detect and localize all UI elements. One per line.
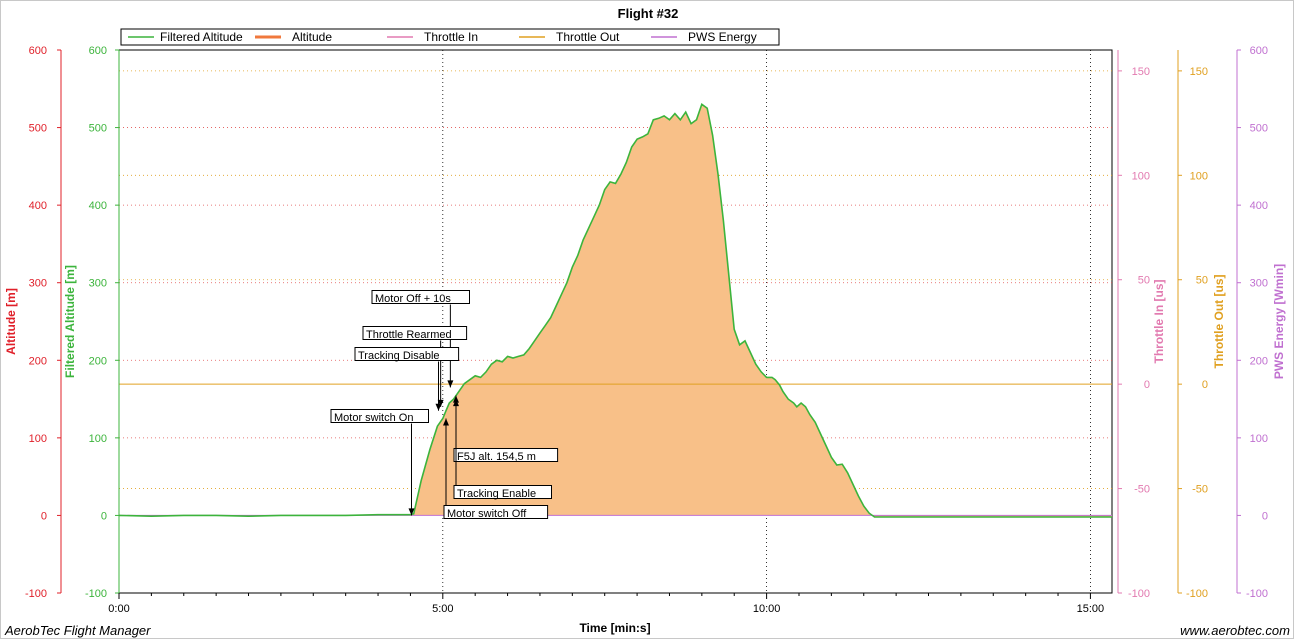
pws-energy-axis-tick-label: 200 xyxy=(1250,355,1268,367)
annotation-box-6 xyxy=(443,505,549,519)
altitude-axis-tick-label: 200 xyxy=(29,355,47,367)
annotation-arrow-2 xyxy=(435,403,442,411)
altitude-axis-label: Altitude [m] xyxy=(4,288,18,355)
throttle-out-axis-tick-label: -50 xyxy=(1192,484,1208,496)
annotation-box-4 xyxy=(453,448,559,462)
annotation-label-5: Tracking Enable xyxy=(457,488,536,500)
throttle-in-axis-tick-label: 50 xyxy=(1138,275,1150,287)
footer-app-name: AerobTec Flight Manager xyxy=(4,623,151,638)
filtered-altitude-axis-tick-label: 600 xyxy=(89,45,107,57)
altitude-axis-tick-label: -100 xyxy=(25,588,47,600)
legend-label-1: Altitude xyxy=(292,30,332,44)
annotation-arrow-5 xyxy=(453,399,459,407)
annotation-arrow-6 xyxy=(443,418,449,426)
x-tick-label: 0:00 xyxy=(108,603,129,615)
filtered-altitude-axis-tick-label: 0 xyxy=(101,510,107,522)
throttle-in-axis-tick-label: 100 xyxy=(1132,170,1150,182)
throttle-out-axis-tick-label: -100 xyxy=(1186,588,1208,600)
pws-energy-axis-label: PWS Energy [Wmin] xyxy=(1272,264,1286,379)
annotation-arrow-1 xyxy=(437,399,444,407)
annotation-box-5 xyxy=(453,485,552,499)
altitude-axis-tick-label: 100 xyxy=(29,433,47,445)
throttle-in-axis-tick-label: -50 xyxy=(1134,484,1150,496)
annotation-label-0: Motor Off + 10s xyxy=(375,293,451,305)
pws-energy-axis-tick-label: 600 xyxy=(1250,45,1268,57)
altitude-area xyxy=(119,104,1112,518)
throttle-out-axis-tick-label: 100 xyxy=(1190,170,1208,182)
pws-energy-axis-tick-label: 100 xyxy=(1250,433,1268,445)
altitude-axis-tick-label: 0 xyxy=(41,510,47,522)
annotation-label-3: Motor switch On xyxy=(334,412,413,424)
pws-energy-axis-tick-label: 0 xyxy=(1262,510,1268,522)
pws-energy-axis-tick-label: -100 xyxy=(1246,588,1268,600)
annotation-label-1: Throttle Rearmed xyxy=(366,329,452,341)
chart-title: Flight #32 xyxy=(618,6,679,21)
throttle-in-axis-tick-label: -100 xyxy=(1128,588,1150,600)
altitude-axis-tick-label: 600 xyxy=(29,45,47,57)
filtered-altitude-axis-tick-label: 100 xyxy=(89,433,107,445)
throttle-out-axis-tick-label: 150 xyxy=(1190,66,1208,78)
filtered-altitude-axis-tick-label: 400 xyxy=(89,200,107,212)
x-tick-label: 15:00 xyxy=(1077,603,1105,615)
throttle-in-axis-tick-label: 150 xyxy=(1132,66,1150,78)
x-tick-label: 10:00 xyxy=(753,603,781,615)
legend-label-4: PWS Energy xyxy=(688,30,757,44)
throttle-out-axis-tick-label: 50 xyxy=(1196,275,1208,287)
pws-energy-axis-tick-label: 500 xyxy=(1250,123,1268,135)
annotation-arrow-0 xyxy=(447,380,454,388)
annotation-label-2: Tracking Disable xyxy=(358,350,440,362)
annotation-box-3 xyxy=(330,409,429,423)
filtered-altitude-axis-tick-label: -100 xyxy=(85,588,107,600)
legend: Filtered Altitude Altitude Throttle In Thro… xyxy=(120,28,780,46)
annotation-label-4: F5J alt. 154,5 m xyxy=(457,451,536,463)
x-axis-label: Time [min:s] xyxy=(579,621,650,635)
annotation-arrow-3 xyxy=(408,508,415,516)
annotation-box-1 xyxy=(362,326,468,340)
legend-label-0: Filtered Altitude xyxy=(160,30,243,44)
filtered-altitude-axis-tick-label: 500 xyxy=(89,123,107,135)
throttle-in-axis-tick-label: 0 xyxy=(1144,379,1150,391)
annotation-box-0 xyxy=(371,290,470,304)
altitude-axis-tick-label: 300 xyxy=(29,278,47,290)
pws-energy-axis-tick-label: 400 xyxy=(1250,200,1268,212)
filtered-altitude-line xyxy=(118,103,1112,518)
filtered-altitude-axis-label: Filtered Altitude [m] xyxy=(63,265,77,378)
annotation-box-2 xyxy=(354,347,460,361)
legend-label-3: Throttle Out xyxy=(556,30,620,44)
filtered-altitude-axis-tick-label: 200 xyxy=(89,355,107,367)
throttle-in-axis-label: Throttle In [us] xyxy=(1152,280,1166,364)
throttle-out-axis-label: Throttle Out [us] xyxy=(1212,275,1226,369)
x-tick-label: 5:00 xyxy=(432,603,453,615)
legend-label-2: Throttle In xyxy=(424,30,478,44)
pws-energy-axis-tick-label: 300 xyxy=(1250,278,1268,290)
annotation-label-6: Motor switch Off xyxy=(447,508,527,520)
filtered-altitude-axis-tick-label: 300 xyxy=(89,278,107,290)
footer-website: www.aerobtec.com xyxy=(1180,623,1290,638)
altitude-axis-tick-label: 500 xyxy=(29,123,47,135)
altitude-axis-tick-label: 400 xyxy=(29,200,47,212)
throttle-out-axis-tick-label: 0 xyxy=(1202,379,1208,391)
